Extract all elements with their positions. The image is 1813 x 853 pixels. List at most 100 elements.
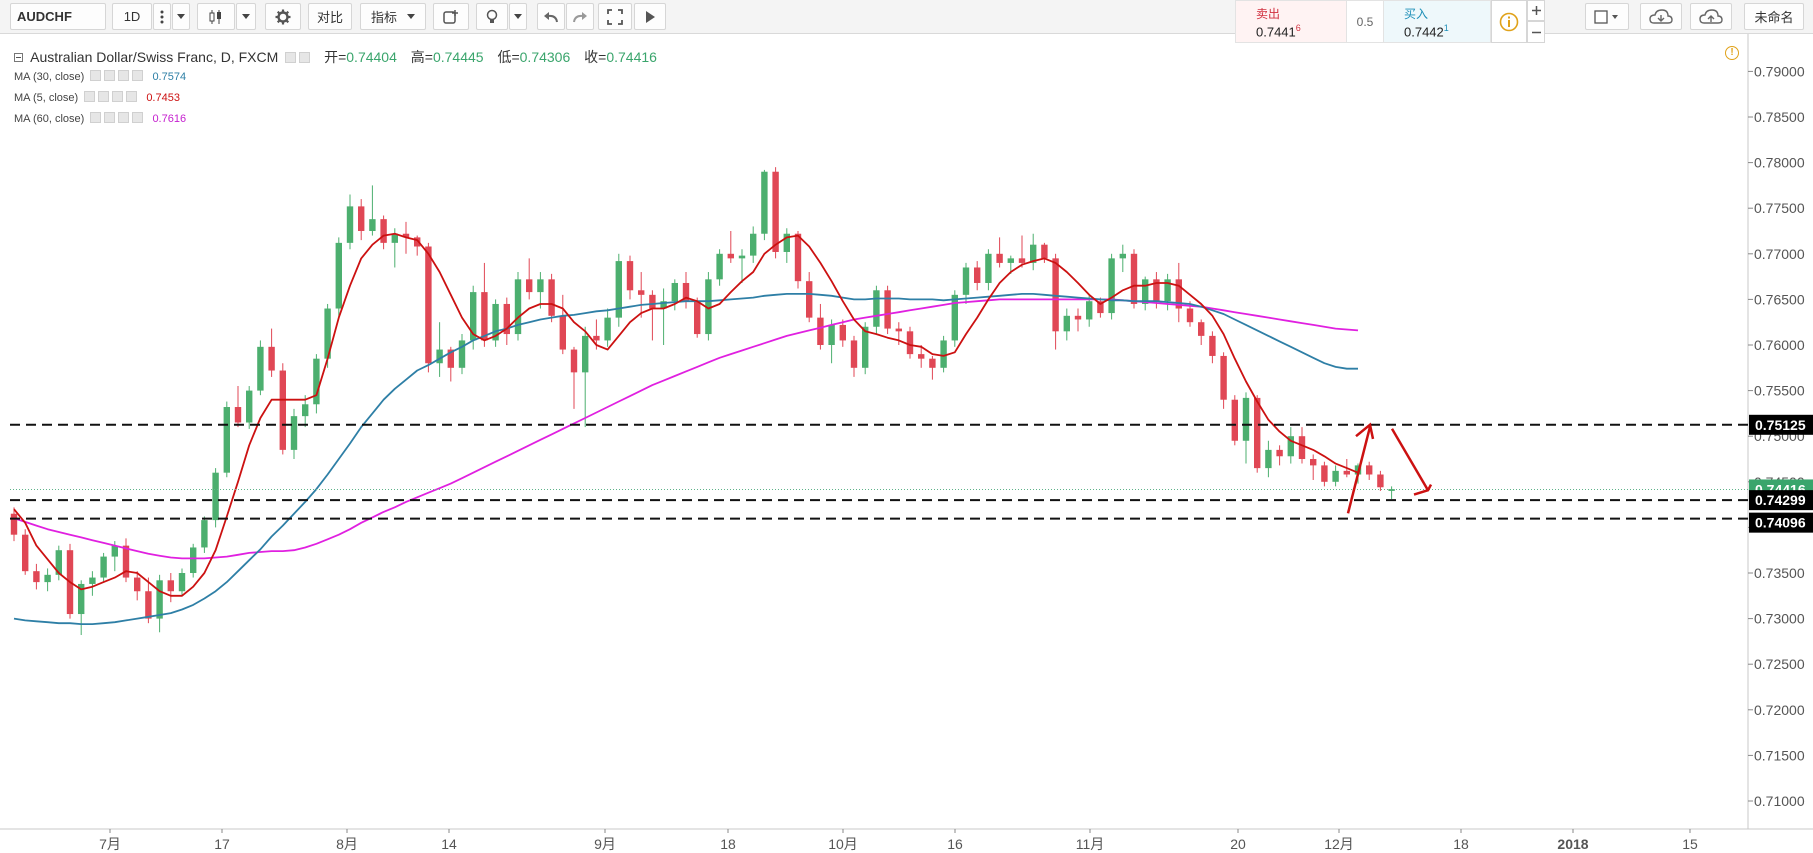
close-label: 收= — [584, 49, 607, 65]
candle-body — [694, 301, 701, 335]
settings-icon[interactable] — [299, 52, 311, 63]
up-arrow-head — [1355, 422, 1375, 440]
alert-icon[interactable] — [433, 3, 469, 30]
candle-body — [22, 534, 29, 572]
candle-body — [279, 370, 286, 450]
layout-name: 未命名 — [1754, 10, 1794, 25]
sell-label: 卖出 — [1256, 7, 1281, 21]
bulb-icon[interactable] — [476, 3, 508, 30]
candle-body — [324, 308, 331, 359]
candle-body — [850, 340, 858, 368]
square-icon[interactable] — [1585, 3, 1629, 30]
plus-icon[interactable] — [118, 112, 130, 123]
close-icon[interactable] — [132, 112, 144, 123]
candle-body — [1377, 474, 1384, 488]
eye-icon[interactable] — [90, 70, 102, 81]
close-icon[interactable] — [126, 91, 138, 102]
y-tick-label: 0.72500 — [1754, 656, 1805, 672]
candle-body — [290, 416, 298, 450]
spread-value: 0.5 — [1347, 0, 1383, 43]
candle-body — [1265, 449, 1272, 469]
candle-body — [402, 233, 410, 238]
low-value: 0.74306 — [519, 49, 571, 65]
candle-body — [559, 315, 566, 350]
dropdown-icon[interactable] — [509, 3, 527, 30]
candle-body — [1153, 279, 1160, 302]
ma60-value: 0.7616 — [152, 113, 187, 125]
candle-body — [962, 267, 970, 295]
price-axis-panel — [1748, 34, 1813, 853]
buy-quote-button[interactable]: 买入 0.74421 — [1383, 0, 1491, 43]
candle-body — [1097, 301, 1104, 314]
cloud-icon[interactable] — [1640, 3, 1682, 30]
collapse-legend-icon[interactable] — [14, 53, 23, 62]
ma5-line — [13, 232, 1359, 597]
candle-body — [649, 294, 656, 309]
ma5-label: MA (5, close) — [14, 92, 79, 104]
y-tick-label: 0.77500 — [1754, 200, 1805, 216]
ma60-legend: MA (60, close) 0.7616 — [14, 112, 186, 125]
candle-body — [671, 282, 678, 302]
candle-body — [55, 550, 62, 575]
candle-body — [1242, 397, 1250, 441]
candle-body — [1052, 258, 1059, 332]
candle-body — [313, 358, 320, 405]
layout-name-button[interactable]: 未命名 — [1744, 3, 1804, 30]
candle-body — [470, 292, 477, 341]
candle-body — [234, 407, 242, 423]
candle-body — [268, 346, 275, 371]
dropdown-icon[interactable] — [172, 3, 190, 30]
chart-info-icon[interactable]: ! — [1725, 46, 1739, 60]
candle-body — [458, 340, 466, 368]
eye-icon[interactable] — [84, 91, 96, 102]
menu-dots-icon[interactable] — [153, 3, 171, 30]
settings-icon[interactable] — [104, 112, 116, 123]
play-icon[interactable] — [634, 3, 666, 30]
plus-icon[interactable] — [112, 91, 124, 102]
fullscreen-icon[interactable] — [598, 3, 632, 30]
minus-icon[interactable] — [1527, 21, 1545, 43]
settings-icon[interactable] — [104, 70, 116, 81]
info-icon[interactable] — [1491, 0, 1527, 43]
sell-quote-button[interactable]: 卖出 0.74416 — [1235, 0, 1347, 43]
candle-body — [346, 206, 354, 243]
dropdown-icon[interactable] — [236, 3, 256, 30]
candle-body — [33, 571, 40, 583]
plus-icon[interactable] — [1527, 0, 1545, 21]
candle-body — [1142, 279, 1149, 304]
candle-body — [1130, 253, 1138, 304]
indicators-button[interactable]: 指标 — [360, 3, 426, 30]
undo-icon[interactable] — [537, 3, 565, 30]
candle-body — [1343, 470, 1350, 475]
settings-icon[interactable] — [98, 91, 110, 102]
x-tick-label: 7月 — [99, 836, 121, 852]
eye-icon[interactable] — [90, 112, 102, 123]
symbol-search-button[interactable]: AUDCHF — [10, 3, 106, 30]
candles-icon[interactable] — [197, 3, 235, 30]
cloud-upload-icon[interactable] — [1690, 3, 1732, 30]
eye-icon[interactable] — [285, 52, 297, 63]
price-chart[interactable]: 0.79000 0.78500 0.78000 0.77500 0.77000 0.765… — [0, 34, 1813, 853]
chart-legend-main: Australian Dollar/Swiss Franc, D, FXCM 开… — [14, 47, 657, 67]
candle-body — [246, 390, 253, 423]
close-icon[interactable] — [132, 70, 144, 81]
gear-icon[interactable] — [265, 3, 301, 30]
interval-button[interactable]: 1D — [112, 3, 152, 30]
x-tick-label: 20 — [1230, 836, 1246, 852]
buy-price: 0.74421 — [1404, 23, 1449, 40]
candle-body — [201, 520, 208, 548]
candle-body — [604, 317, 611, 341]
candle-body — [100, 556, 107, 578]
redo-icon[interactable] — [566, 3, 594, 30]
candle-body — [1332, 470, 1339, 482]
plus-icon[interactable] — [118, 70, 130, 81]
up-arrow — [1346, 426, 1372, 514]
ma60-label: MA (60, close) — [14, 113, 85, 125]
x-tick-label: 15 — [1682, 836, 1698, 852]
compare-button[interactable]: 对比 — [308, 3, 352, 30]
candle-body — [985, 253, 992, 283]
price-label-box — [1749, 512, 1813, 533]
candle-body — [548, 279, 555, 316]
x-tick-label: 18 — [1453, 836, 1469, 852]
candle-body — [951, 294, 958, 341]
